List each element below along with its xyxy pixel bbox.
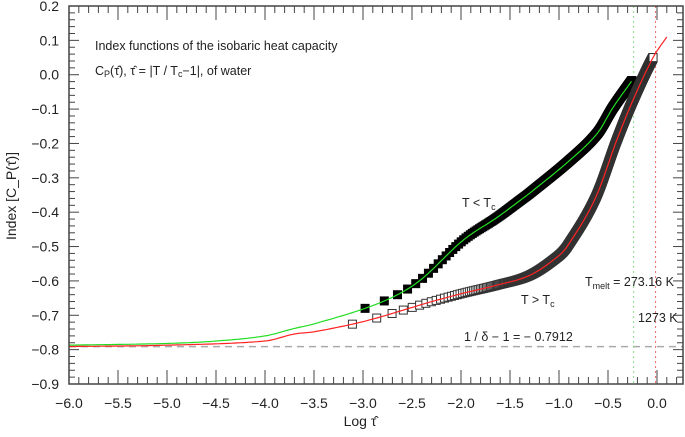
chart-title-line1: Index functions of the isobaric heat cap… — [95, 39, 338, 53]
y-tick-label: −0.8 — [31, 342, 59, 358]
y-tick-label: −0.5 — [31, 239, 59, 255]
y-tick-label: 0.0 — [40, 67, 60, 83]
label-1273k: 1273 K — [638, 311, 678, 325]
x-tick-label: −2.5 — [398, 395, 426, 411]
x-tick-label: −5.0 — [153, 395, 181, 411]
y-tick-label: −0.3 — [31, 170, 59, 186]
x-tick-label: 0.0 — [647, 395, 667, 411]
plot-frame — [68, 5, 684, 385]
label-above-tc: T > Tc — [521, 293, 555, 309]
x-tick-label: −1.5 — [496, 395, 524, 411]
fit-line-above-tc — [69, 36, 668, 348]
x-tick-label: −4.5 — [202, 395, 230, 411]
x-tick-label: −3.5 — [300, 395, 328, 411]
y-tick-label: −0.9 — [31, 376, 59, 392]
x-tick-label: −0.5 — [594, 395, 622, 411]
x-tick-label: −3.0 — [349, 395, 377, 411]
y-tick-label: −0.2 — [31, 135, 59, 151]
y-axis-label: Index [C_P(τ̂)] — [3, 152, 19, 240]
y-tick-label: −0.7 — [31, 307, 59, 323]
x-tick-label: −2.0 — [447, 395, 475, 411]
x-axis-label: Log τ̂ — [344, 413, 380, 429]
label-below-tc: T < Tc — [462, 196, 496, 212]
fit-line-below-tc — [68, 80, 632, 346]
y-tick-label: 0.1 — [40, 32, 60, 48]
label-tmelt: Tmelt = 273.16 K — [585, 275, 675, 291]
chart-title-line2: CP(τ̂), τ̂ = |T / Tc−1|, of water — [95, 64, 251, 79]
x-tick-label: −4.0 — [251, 395, 279, 411]
y-tick-label: −0.6 — [31, 273, 59, 289]
x-tick-label: −1.0 — [545, 395, 573, 411]
y-tick-label: −0.4 — [31, 204, 59, 220]
x-tick-label: −5.5 — [104, 395, 132, 411]
y-tick-label: 0.2 — [40, 0, 60, 14]
y-tick-label: −0.1 — [31, 101, 59, 117]
x-tick-label: −6.0 — [55, 395, 83, 411]
label-delta-limit: 1 / δ − 1 = − 0.7912 — [464, 330, 573, 344]
